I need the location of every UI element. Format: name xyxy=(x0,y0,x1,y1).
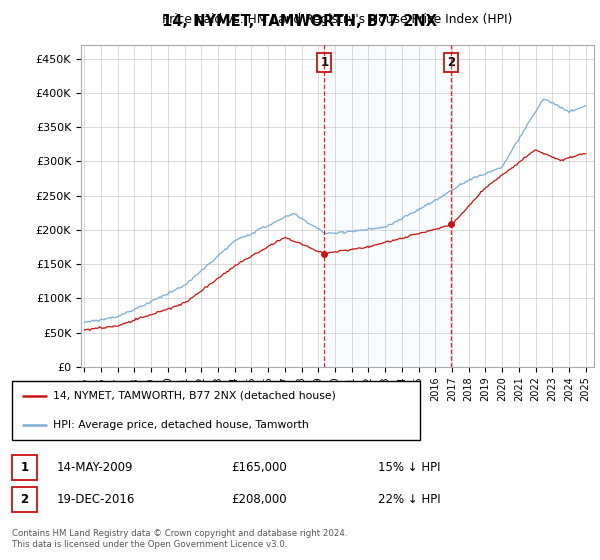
Text: 14-MAY-2009: 14-MAY-2009 xyxy=(57,461,133,474)
Text: 14, NYMET, TAMWORTH, B77 2NX (detached house): 14, NYMET, TAMWORTH, B77 2NX (detached h… xyxy=(53,390,335,400)
Text: £165,000: £165,000 xyxy=(231,461,287,474)
FancyBboxPatch shape xyxy=(12,381,420,440)
Text: 1: 1 xyxy=(20,461,29,474)
FancyBboxPatch shape xyxy=(12,455,37,480)
Text: 22% ↓ HPI: 22% ↓ HPI xyxy=(378,493,440,506)
FancyBboxPatch shape xyxy=(12,487,37,512)
Text: 15% ↓ HPI: 15% ↓ HPI xyxy=(378,461,440,474)
Bar xyxy=(325,45,451,367)
Text: 19-DEC-2016: 19-DEC-2016 xyxy=(57,493,136,506)
Text: Contains HM Land Registry data © Crown copyright and database right 2024.
This d: Contains HM Land Registry data © Crown c… xyxy=(12,529,347,549)
Text: 2: 2 xyxy=(448,56,455,69)
Text: 14, NYMET, TAMWORTH, B77 2NX: 14, NYMET, TAMWORTH, B77 2NX xyxy=(163,14,437,29)
Title: Price paid vs. HM Land Registry's House Price Index (HPI): Price paid vs. HM Land Registry's House … xyxy=(163,12,512,26)
Text: HPI: Average price, detached house, Tamworth: HPI: Average price, detached house, Tamw… xyxy=(53,420,308,430)
Text: £208,000: £208,000 xyxy=(231,493,287,506)
Text: 1: 1 xyxy=(320,56,329,69)
Text: 2: 2 xyxy=(20,493,29,506)
